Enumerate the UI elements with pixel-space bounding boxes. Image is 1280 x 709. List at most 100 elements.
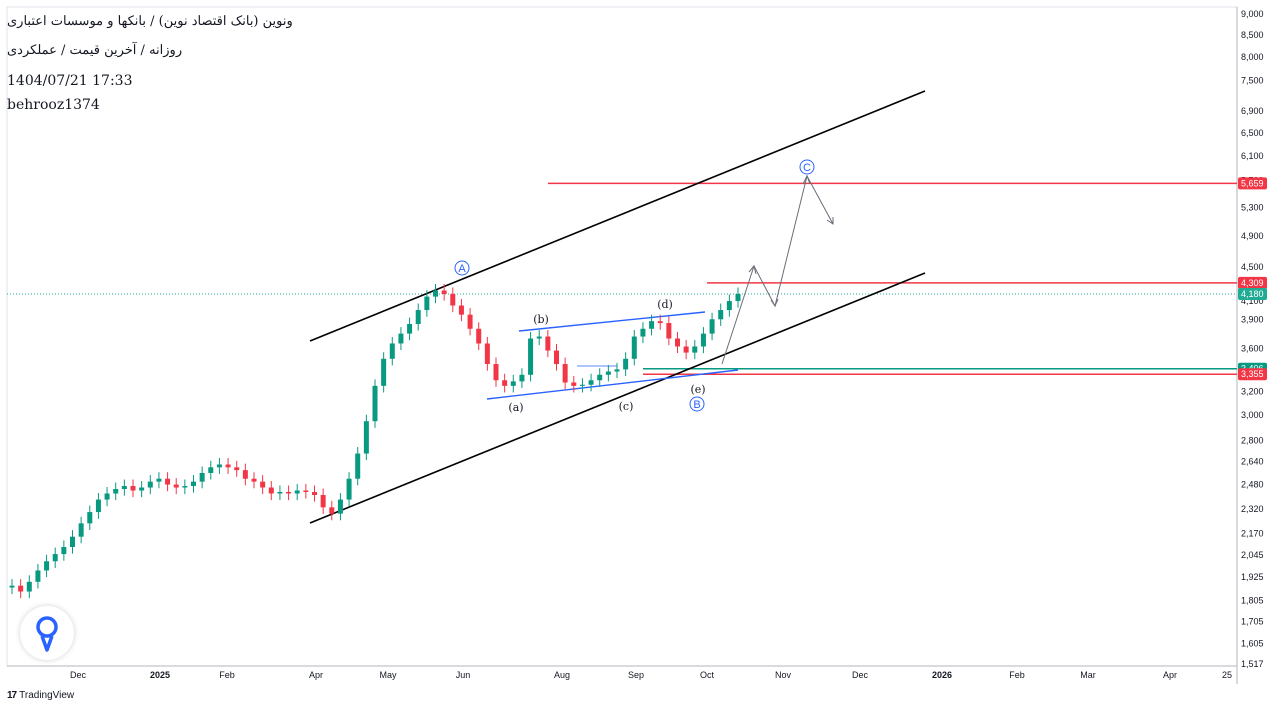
candle-body	[191, 481, 196, 487]
y-tick-label: 6,100	[1241, 151, 1264, 161]
candle-body	[216, 464, 222, 468]
sahamyab-loop-icon[interactable]	[20, 606, 74, 660]
candle-body	[329, 507, 335, 514]
triangle-lower-line[interactable]	[486, 369, 739, 400]
candle-body	[199, 472, 205, 482]
candle-body	[355, 453, 361, 479]
candle-body	[510, 381, 516, 386]
candle-body	[675, 338, 680, 347]
y-tick-label: 2,480	[1241, 480, 1264, 490]
candle-body	[493, 364, 499, 381]
candle-body	[631, 336, 637, 359]
x-tick-label: Mar	[1080, 670, 1096, 680]
trend-channel	[309, 90, 926, 524]
candle-body	[260, 481, 266, 488]
svg-text:4,180: 4,180	[1241, 289, 1264, 299]
candle-body	[156, 478, 162, 482]
candle-body	[554, 350, 559, 365]
candle-body	[571, 382, 577, 386]
candle-body	[700, 333, 706, 347]
tradingview-brand[interactable]: 17 TradingView	[7, 690, 74, 701]
candle-body	[87, 512, 93, 524]
candle-body	[113, 489, 119, 494]
y-tick-label: 1,805	[1241, 596, 1264, 606]
channel-upper-line[interactable]	[309, 90, 926, 342]
y-tick-label: 3,600	[1241, 344, 1264, 354]
candle-body	[320, 495, 326, 508]
candle-body	[726, 301, 732, 311]
x-tick-label: May	[379, 670, 397, 680]
projection-path	[721, 174, 834, 365]
x-tick-label: Feb	[1009, 670, 1025, 680]
svg-text:C: C	[803, 162, 811, 174]
candle-body	[182, 486, 188, 488]
price-tag: 5,659	[1238, 177, 1267, 190]
y-tick-label: 2,045	[1241, 550, 1264, 560]
candle-body	[70, 536, 75, 548]
candle-body	[61, 547, 67, 555]
candle-body	[121, 486, 127, 490]
y-tick-label: 2,320	[1241, 504, 1264, 514]
candle-body	[95, 499, 101, 513]
x-tick-label: Jun	[456, 670, 471, 680]
candle-body	[147, 481, 153, 488]
y-tick-label: 7,500	[1241, 76, 1264, 86]
candle-body	[35, 570, 41, 582]
candle-body	[683, 346, 689, 353]
triangle-upper-line[interactable]	[518, 311, 706, 332]
wave-label-b: (b)	[533, 313, 549, 326]
candle-body	[640, 328, 646, 337]
candle-body	[519, 374, 525, 382]
candle-body	[389, 343, 395, 359]
candle-body	[467, 314, 473, 329]
candle-body	[52, 554, 58, 562]
x-tick-label: Oct	[700, 670, 715, 680]
candle-body	[251, 478, 257, 482]
candle-body	[104, 493, 110, 500]
candle-body	[545, 336, 551, 351]
candle-body	[484, 343, 490, 365]
candle-body	[225, 464, 231, 468]
y-tick-label: 1,605	[1241, 638, 1264, 648]
candle-body	[666, 323, 672, 339]
wave-label-d: (d)	[657, 298, 673, 311]
wave-label-e: (e)	[690, 383, 705, 396]
candle-body	[735, 293, 741, 302]
svg-text:5,659: 5,659	[1241, 178, 1264, 188]
price-tag: 3,355	[1238, 368, 1267, 381]
author-name: behrooz1374	[7, 97, 100, 113]
brand-name: TradingView	[19, 690, 75, 701]
wave-label-C: C	[799, 159, 815, 175]
candle-body	[398, 333, 404, 344]
y-tick-label: 4,900	[1241, 231, 1264, 241]
svg-text:A: A	[458, 263, 466, 275]
x-tick-label: 25	[1222, 670, 1232, 680]
candle-body	[528, 338, 534, 375]
channel-lower-line[interactable]	[309, 272, 926, 524]
candles	[9, 283, 741, 599]
candle-body	[18, 585, 24, 592]
candle-body	[208, 467, 214, 473]
candle-body	[346, 478, 352, 500]
x-tick-label: Aug	[554, 670, 570, 680]
symbol-title: ونوین (بانک اقتصاد نوین) / بانکها و موسس…	[7, 14, 293, 29]
y-tick-label: 4,100	[1241, 296, 1264, 306]
candle-body	[165, 478, 171, 485]
candle-body	[450, 293, 456, 306]
candle-body	[294, 490, 300, 494]
candle-body	[277, 491, 283, 494]
candle-body	[536, 336, 542, 339]
x-axis-ticks: Dec 2025 Feb Apr May Jun Aug Sep Oct Nov Dec 2026 Fe…	[70, 670, 1232, 680]
svg-text:4,309: 4,309	[1241, 278, 1264, 288]
candle-body	[476, 328, 482, 344]
y-tick-label: 4,500	[1241, 262, 1264, 272]
candle-body	[363, 421, 369, 454]
candle-body	[458, 305, 464, 315]
candle-body	[44, 561, 50, 571]
candle-body	[372, 385, 378, 422]
y-tick-label: 3,200	[1241, 387, 1264, 397]
chart-subtitle: روزانه / آخرین قیمت / عملکردی	[7, 43, 183, 58]
candle-body	[433, 290, 438, 297]
